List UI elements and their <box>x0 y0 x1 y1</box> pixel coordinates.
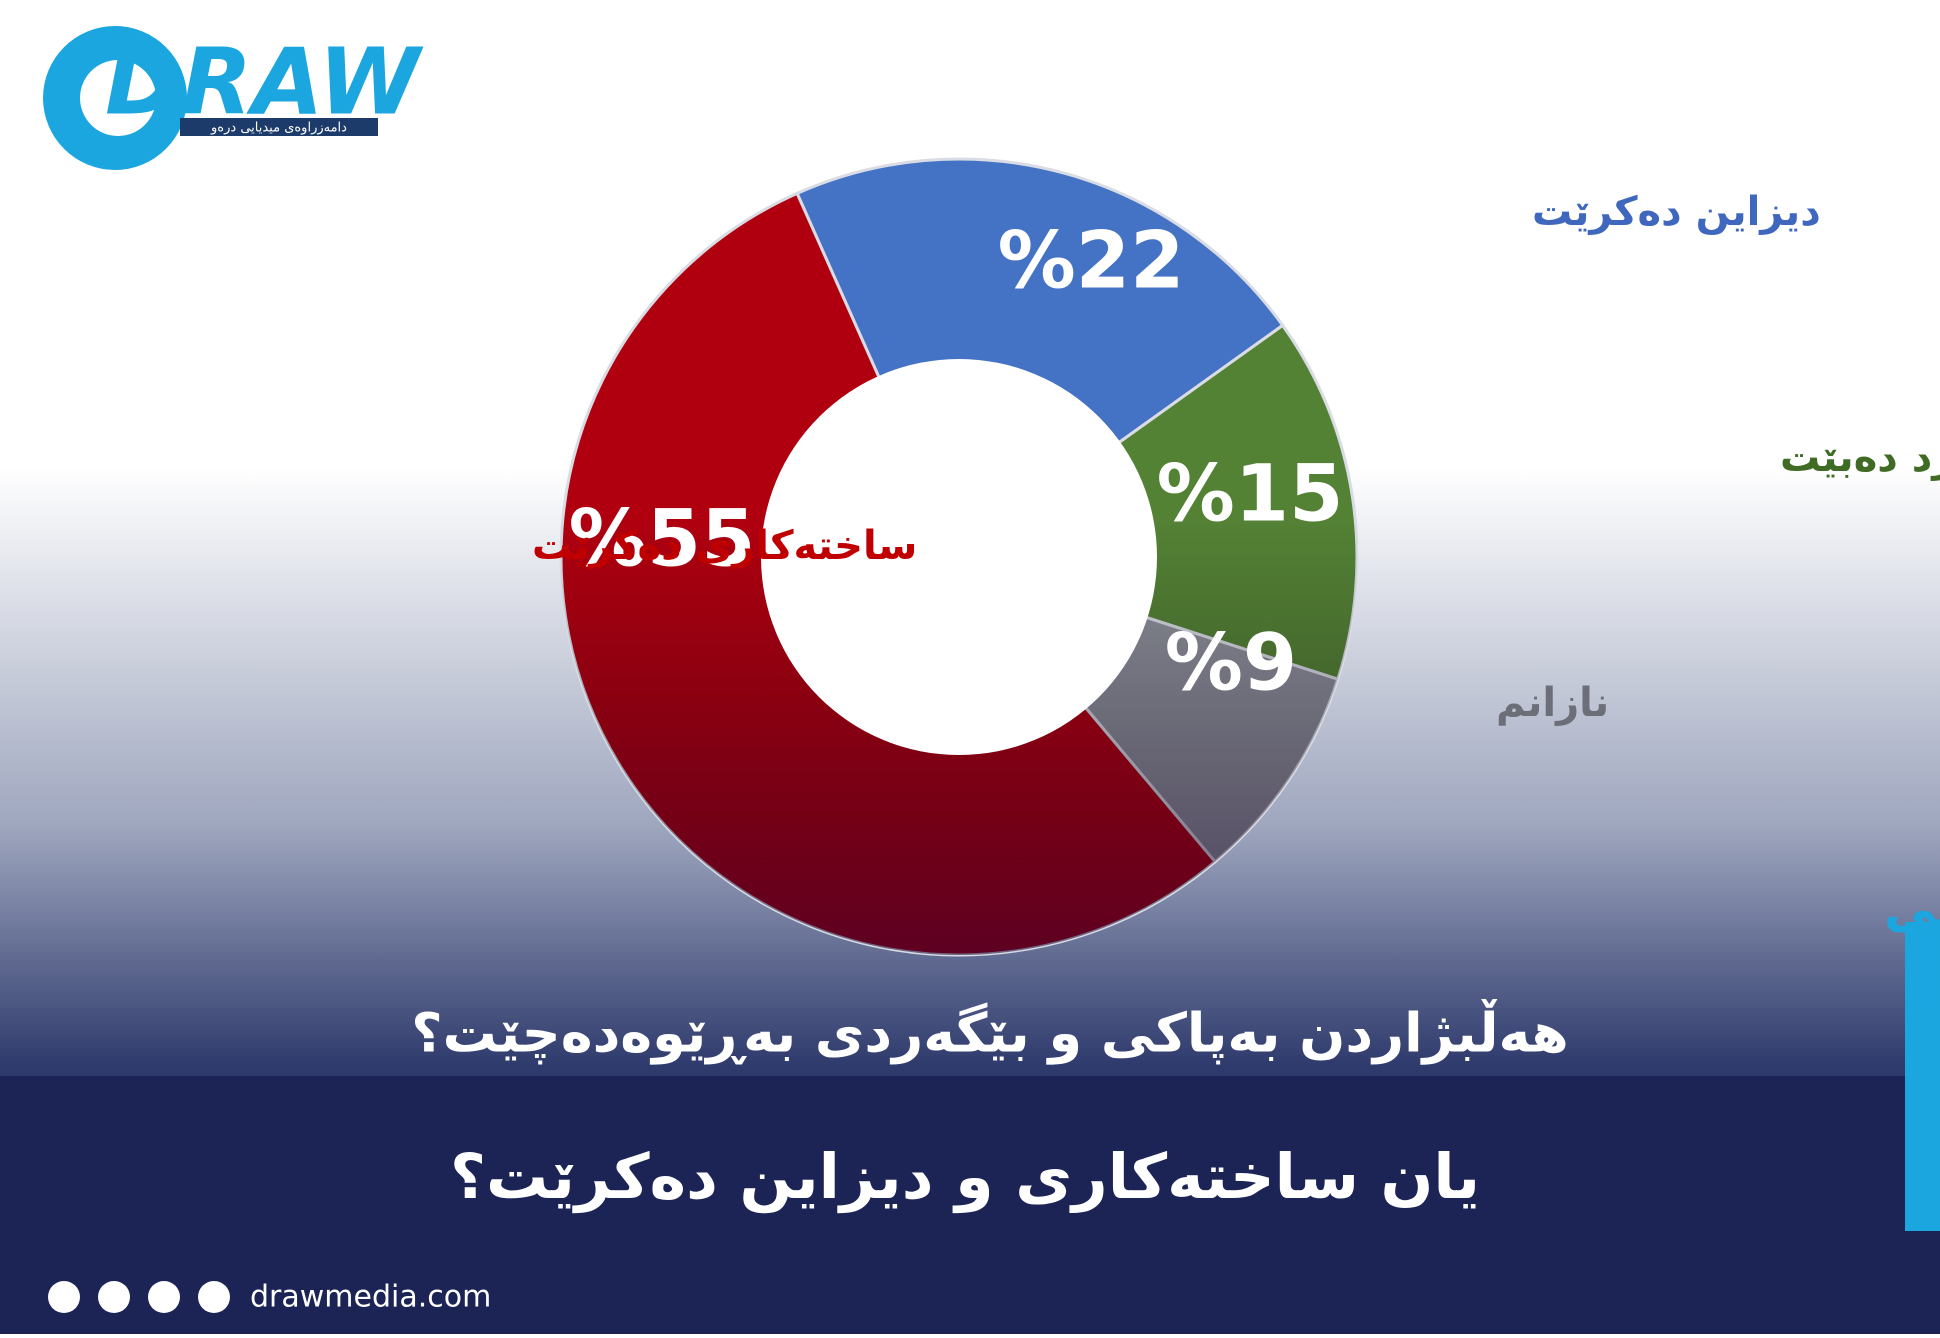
question-line: هەڵبژاردن بەپاکی و بێگەردی بەڕێوەدەچێت؟ <box>411 999 1569 1065</box>
value-label: %9 <box>1165 618 1297 708</box>
category-label: پاک و بێگەرد دەبێت <box>1780 434 1940 481</box>
accent-bar <box>1905 922 1940 1231</box>
logo-tag-bg <box>180 118 378 136</box>
facebook-icon[interactable] <box>48 1281 80 1313</box>
value-label: %55 <box>569 494 756 584</box>
bottom-band <box>0 1076 1940 1334</box>
social-icons <box>48 1281 230 1313</box>
tiktok-icon[interactable] <box>198 1281 230 1313</box>
twitter-icon[interactable] <box>148 1281 180 1313</box>
logo-text: DRAW <box>105 28 424 135</box>
question-line: یان ساختەکاری و دیزاین دەکرێت؟ <box>450 1140 1480 1213</box>
category-label: نازانم <box>1496 680 1609 726</box>
website[interactable]: drawmedia.com <box>250 1280 491 1315</box>
value-label: %22 <box>998 216 1185 306</box>
heading: ئەنجامی راپرسی <box>1884 879 1940 939</box>
instagram-icon[interactable] <box>98 1281 130 1313</box>
logo: DRAW دامەزراوەی میدیایی درەو <box>43 26 424 170</box>
category-label: ساختەکاری دەکرێت <box>532 523 917 569</box>
category-label: دیزاین دەکرێت <box>1532 189 1821 235</box>
logo-inner <box>80 60 156 136</box>
logo-tagline: دامەزراوەی میدیایی درەو <box>210 121 347 136</box>
value-label: %15 <box>1157 449 1344 539</box>
donut-hole <box>761 359 1157 755</box>
